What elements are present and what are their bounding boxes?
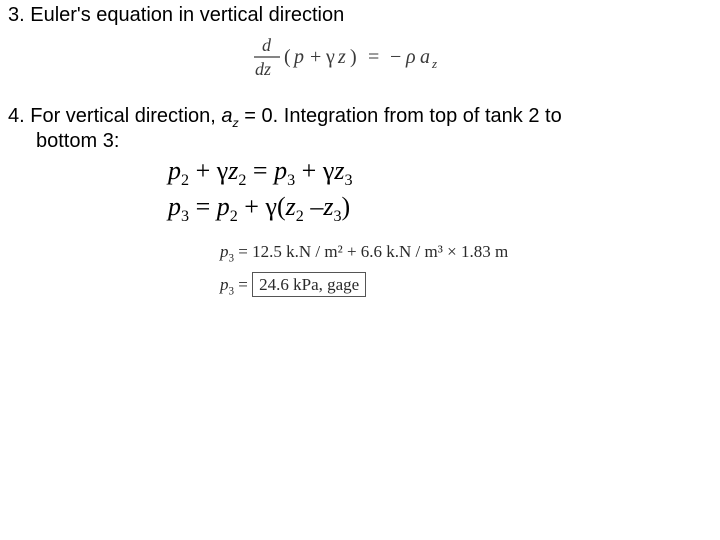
l2-p3: p [168,192,181,221]
a-sub: z [431,56,437,71]
z2-sub: 3 [344,172,352,189]
l2-p3-sub: 3 [181,208,189,225]
z1: z [228,156,238,185]
item4-mid: = 0. Integration from top of tank 2 to [239,105,562,127]
item4-line2-text: bottom 3: [36,130,119,152]
lparen: ( [284,46,291,68]
eq-line-1: p2 + γz2 = p3 + γz3 [168,155,712,191]
l2-plus: + [238,192,266,221]
plus: + [310,46,321,68]
euler-equation: d dz ( p + γ z ) = − ρ a z [8,33,712,87]
a-var: a [420,46,430,68]
euler-eq-svg: d dz ( p + γ z ) = − ρ a z [250,33,470,81]
gamma: γ [325,46,335,68]
item-3-text: 3. Euler's equation in vertical directio… [8,4,344,26]
c1-p: p [220,242,229,261]
frac-den: dz [255,59,271,79]
item4-prefix: 4. For vertical direction, [8,105,221,127]
p3: p [274,156,287,185]
result-box: 24.6 kPa, gage [252,272,366,297]
z2: z [334,156,344,185]
l2-z1: z [286,192,296,221]
l2-z2-sub: 3 [333,208,341,225]
equals: = [368,46,379,68]
p2-sub: 2 [181,172,189,189]
g1: γ [217,156,229,185]
l2-p2-sub: 2 [230,208,238,225]
l2-lp: ( [277,192,286,221]
minus: − [390,46,401,68]
g2: γ [323,156,335,185]
calc-line-1: p3 = 12.5 k.N / m² + 6.6 k.N / m³ × 1.83… [220,236,712,269]
c2-p: p [220,275,229,294]
eq1: = [246,156,274,185]
l2-z2: z [323,192,333,221]
plus1: + [189,156,217,185]
z-var: z [337,46,346,68]
l2-eq: = [189,192,217,221]
item-4-line2: bottom 3: [8,130,712,153]
l2-z1-sub: 2 [296,208,304,225]
eq-line-2: p3 = p2 + γ(z2 –z3) [168,191,712,227]
rparen: ) [350,46,357,68]
l2-p2: p [217,192,230,221]
calc-line-2: p3 = 24.6 kPa, gage [220,269,712,302]
c1-rhs: 12.5 k.N / m² + 6.6 k.N / m³ × 1.83 m [252,242,508,261]
item4-var: a [221,105,232,127]
p-var: p [292,46,304,68]
l2-rp: ) [342,192,351,221]
l2-minus: – [304,192,324,221]
main-equations: p2 + γz2 = p3 + γz3 p3 = p2 + γ(z2 –z3) [8,155,712,226]
l2-g: γ [265,192,277,221]
plus2: + [295,156,323,185]
c1-eq: = [234,242,252,261]
item-3-heading: 3. Euler's equation in vertical directio… [8,4,712,27]
p3-sub: 3 [287,172,295,189]
c2-eq: = [234,275,252,294]
frac-num: d [262,35,272,55]
slide-content: 3. Euler's equation in vertical directio… [0,0,720,307]
item-4-line1: 4. For vertical direction, az = 0. Integ… [8,105,712,130]
rho: ρ [405,46,416,68]
item-4-block: 4. For vertical direction, az = 0. Integ… [8,105,712,153]
p2: p [168,156,181,185]
calculation-block: p3 = 12.5 k.N / m² + 6.6 k.N / m³ × 1.83… [8,236,712,303]
